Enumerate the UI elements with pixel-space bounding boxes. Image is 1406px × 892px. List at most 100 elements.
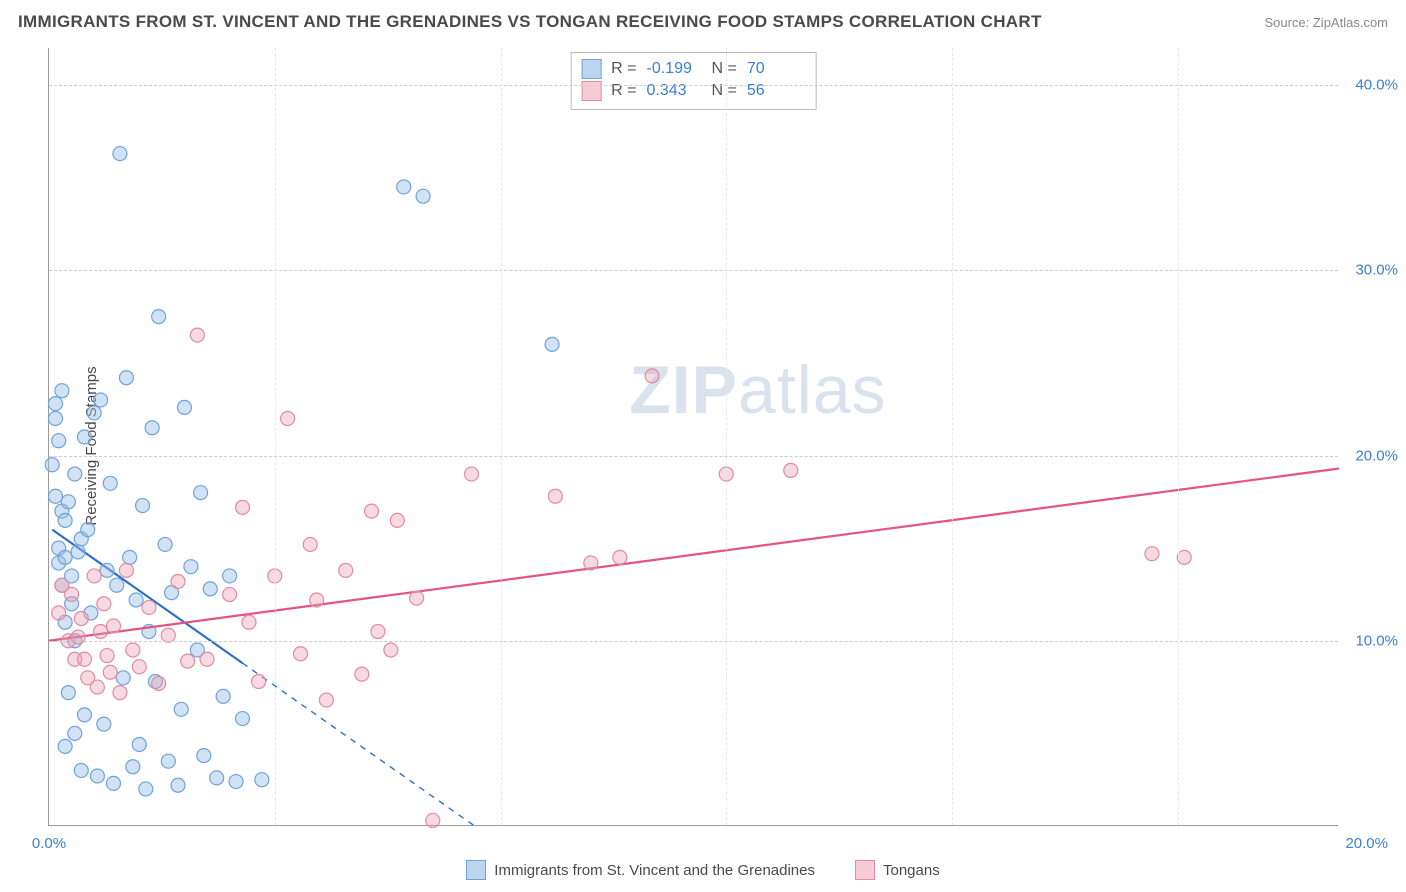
data-point-svg (87, 406, 101, 420)
data-point-svg (81, 523, 95, 537)
n-value: 70 (747, 60, 802, 78)
data-point-svg (68, 467, 82, 481)
data-point-svg (77, 430, 91, 444)
data-point-tongan (152, 676, 166, 690)
series-swatch (581, 59, 601, 79)
r-label: R = (611, 60, 636, 78)
data-point-tongan (371, 625, 385, 639)
y-gridline (49, 270, 1338, 271)
data-point-svg (48, 489, 62, 503)
data-point-svg (74, 763, 88, 777)
chart-title: IMMIGRANTS FROM ST. VINCENT AND THE GREN… (18, 12, 1042, 32)
data-point-svg (103, 476, 117, 490)
data-point-svg (45, 458, 59, 472)
data-point-svg (194, 486, 208, 500)
legend-swatch (466, 860, 486, 880)
legend-label: Tongans (883, 862, 940, 879)
y-tick-label: 40.0% (1355, 77, 1398, 94)
data-point-tongan (236, 500, 250, 514)
legend-label: Immigrants from St. Vincent and the Gren… (494, 862, 815, 879)
data-point-tongan (142, 600, 156, 614)
bottom-legend: Immigrants from St. Vincent and the Gren… (0, 860, 1406, 880)
data-point-svg (58, 739, 72, 753)
data-point-svg (236, 712, 250, 726)
plot-area: ZIPatlas R =-0.199N =70R =0.343N =56 10.… (48, 48, 1338, 826)
data-point-svg (119, 371, 133, 385)
data-point-svg (61, 686, 75, 700)
r-value: -0.199 (647, 60, 702, 78)
x-gridline (726, 48, 727, 825)
data-point-svg (58, 513, 72, 527)
data-point-tongan (310, 593, 324, 607)
data-point-tongan (242, 615, 256, 629)
data-point-tongan (303, 537, 317, 551)
data-point-svg (94, 393, 108, 407)
data-point-tongan (223, 587, 237, 601)
data-point-svg (113, 147, 127, 161)
data-point-tongan (97, 597, 111, 611)
data-point-tongan (77, 652, 91, 666)
data-point-tongan (100, 649, 114, 663)
data-point-svg (68, 726, 82, 740)
data-point-svg (90, 769, 104, 783)
scatter-chart (49, 48, 1338, 825)
data-point-svg (145, 421, 159, 435)
y-tick-label: 30.0% (1355, 262, 1398, 279)
data-point-svg (100, 563, 114, 577)
data-point-tongan (171, 574, 185, 588)
y-tick-label: 10.0% (1355, 632, 1398, 649)
data-point-svg (61, 495, 75, 509)
x-gridline (1178, 48, 1179, 825)
data-point-svg (116, 671, 130, 685)
data-point-tongan (426, 813, 440, 827)
data-point-tongan (294, 647, 308, 661)
data-point-tongan (584, 556, 598, 570)
legend-swatch (855, 860, 875, 880)
data-point-tongan (784, 463, 798, 477)
data-point-tongan (65, 587, 79, 601)
data-point-svg (171, 778, 185, 792)
data-point-svg (416, 189, 430, 203)
data-point-tongan (190, 328, 204, 342)
data-point-tongan (103, 665, 117, 679)
legend-item: Tongans (855, 860, 940, 880)
data-point-tongan (384, 643, 398, 657)
data-point-tongan (87, 569, 101, 583)
data-point-svg (55, 384, 69, 398)
data-point-tongan (74, 612, 88, 626)
data-point-svg (58, 550, 72, 564)
data-point-tongan (281, 411, 295, 425)
data-point-svg (126, 760, 140, 774)
data-point-tongan (71, 630, 85, 644)
data-point-svg (397, 180, 411, 194)
data-point-tongan (1145, 547, 1159, 561)
data-point-tongan (252, 675, 266, 689)
data-point-svg (223, 569, 237, 583)
x-gridline (501, 48, 502, 825)
data-point-tongan (548, 489, 562, 503)
data-point-tongan (52, 606, 66, 620)
data-point-svg (48, 411, 62, 425)
data-point-svg (129, 593, 143, 607)
data-point-svg (97, 717, 111, 731)
data-point-svg (210, 771, 224, 785)
data-point-svg (107, 776, 121, 790)
data-point-tongan (319, 693, 333, 707)
y-gridline (49, 456, 1338, 457)
data-point-svg (139, 782, 153, 796)
data-point-svg (136, 499, 150, 513)
legend-item: Immigrants from St. Vincent and the Gren… (466, 860, 815, 880)
data-point-tongan (132, 660, 146, 674)
data-point-svg (48, 397, 62, 411)
x-gridline (275, 48, 276, 825)
data-point-tongan (410, 591, 424, 605)
data-point-tongan (339, 563, 353, 577)
data-point-svg (132, 737, 146, 751)
data-point-tongan (126, 643, 140, 657)
y-gridline (49, 641, 1338, 642)
stats-row: R =0.343N =56 (581, 81, 802, 101)
data-point-svg (203, 582, 217, 596)
data-point-svg (197, 749, 211, 763)
data-point-tongan (365, 504, 379, 518)
data-point-tongan (645, 369, 659, 383)
